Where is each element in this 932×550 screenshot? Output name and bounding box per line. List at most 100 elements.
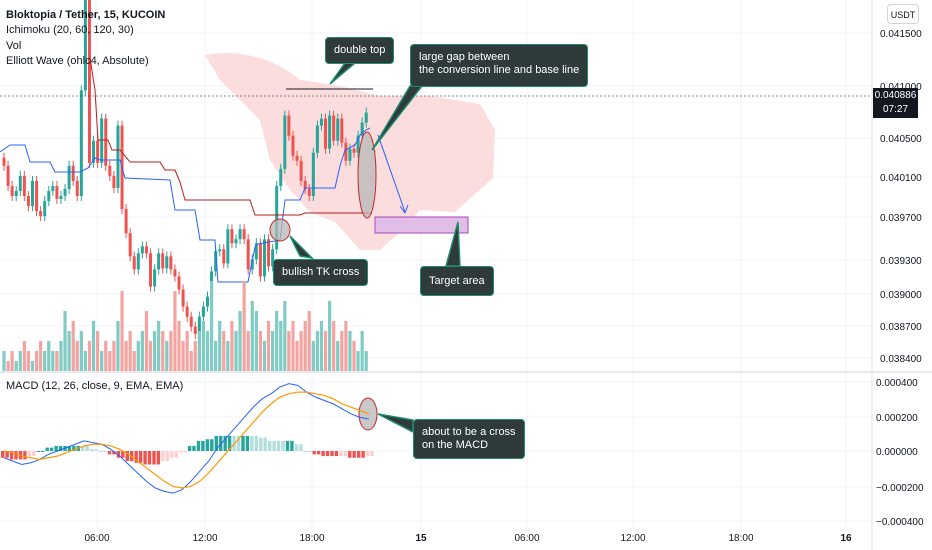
macd-histogram-bar: [174, 451, 178, 458]
volume-bar: [30, 361, 35, 371]
macd-histogram-bar: [179, 451, 183, 453]
candle-body: [246, 239, 250, 270]
volume-bar: [250, 301, 254, 371]
candle-body: [328, 115, 332, 149]
last-price-value: 0.040886: [874, 90, 917, 101]
callout-bullish-tk[interactable]: bullish TK cross: [273, 259, 369, 286]
volume-bar: [242, 281, 246, 371]
macd-histogram-bar: [45, 447, 49, 451]
volume-bar: [152, 331, 157, 371]
volume-bar: [14, 361, 18, 371]
volume-bar: [104, 341, 108, 371]
candle-body: [226, 229, 230, 264]
candle-body: [59, 196, 63, 200]
macd-histogram-bar: [121, 451, 125, 458]
candle-body: [14, 190, 18, 196]
volume-bar: [83, 351, 87, 371]
volume-bar: [258, 331, 263, 371]
projection-arrowhead: [399, 204, 409, 215]
macd-histogram-bar: [316, 451, 321, 455]
macd-histogram-bar: [138, 451, 143, 463]
volume-bar: [189, 351, 193, 371]
volume-bar: [299, 331, 303, 371]
last-price-tag: 0.040886 07:27: [873, 88, 918, 118]
callout-tails: [289, 62, 461, 434]
volume-bar: [197, 331, 201, 371]
legend-elliott-wave[interactable]: Elliott Wave (ohlc4, Absolute): [6, 55, 149, 67]
target-area-box[interactable]: [374, 216, 469, 234]
macd-histogram-bar: [161, 451, 165, 462]
price-tick-label: 0.040100: [880, 173, 922, 184]
currency-button[interactable]: USDT: [887, 4, 919, 24]
bar-countdown: 07:27: [882, 104, 909, 115]
macd-tick-label: −0.000200: [876, 483, 924, 494]
macd-histogram-bar: [348, 451, 352, 458]
candle-body: [344, 142, 348, 161]
macd-histogram-bar: [365, 451, 370, 457]
volume-bar: [291, 321, 295, 371]
candle-body: [356, 135, 360, 153]
macd-histogram-bar: [214, 435, 218, 451]
macd-histogram-bar: [143, 451, 147, 465]
candle-body: [26, 196, 30, 207]
macd-histogram-bar: [192, 445, 196, 451]
volume-bar: [47, 341, 51, 371]
price-tick-label: 0.038400: [880, 354, 922, 365]
volume-bar: [144, 311, 149, 371]
macd-histogram-bar: [32, 451, 36, 457]
legend-ichimoku[interactable]: Ichimoku (20, 60, 120, 30): [6, 24, 134, 36]
macd-histogram-bar: [227, 435, 232, 451]
callout-double-top[interactable]: double top: [325, 37, 395, 64]
callout-macd-cross[interactable]: about to be a cross on the MACD: [413, 419, 525, 459]
candle-body: [271, 249, 275, 267]
volume-bar: [148, 341, 153, 371]
legend-volume[interactable]: Vol: [6, 40, 22, 52]
candle-body: [258, 243, 262, 277]
macd-histogram-bar: [183, 451, 187, 453]
candle-body: [185, 306, 189, 317]
candle-body: [287, 115, 291, 136]
volume-bar: [124, 341, 128, 371]
candle-body: [153, 269, 157, 287]
time-axis-labels: 06:00 12:00 18:00 15 06:00 12:00 18:00 16: [84, 533, 852, 544]
candle-body: [100, 118, 104, 163]
volume-bar: [230, 321, 234, 371]
volume-bar: [157, 321, 161, 371]
volume-bar: [307, 311, 311, 371]
candle-body: [242, 229, 246, 240]
macd-histogram-bar: [223, 435, 227, 451]
callout-large-gap[interactable]: large gap between the conversion line an…: [410, 44, 589, 87]
candle-body: [63, 188, 67, 196]
gap-ellipse: [357, 131, 377, 219]
candle-body: [177, 276, 181, 290]
candle-body: [136, 253, 140, 270]
time-tick-label: 18:00: [299, 533, 324, 544]
macd-histogram-bar: [54, 445, 58, 451]
macd-histogram-bar: [103, 451, 107, 452]
volume-bar: [2, 351, 6, 371]
candle-body: [319, 118, 323, 126]
volume-bar: [218, 321, 222, 371]
macd-histogram-bar: [147, 451, 152, 465]
macd-histogram-bar: [303, 451, 307, 452]
macd-histogram-bar: [201, 440, 205, 451]
legend-macd[interactable]: MACD (12, 26, close, 9, EMA, EMA): [6, 380, 184, 392]
time-tick-label: 12:00: [192, 533, 217, 544]
callout-target-area[interactable]: Target area: [420, 266, 494, 296]
candle-body: [332, 115, 336, 141]
candle-body: [108, 165, 112, 176]
volume-bar: [311, 341, 315, 371]
volume-bar: [201, 321, 206, 371]
volume-bar: [173, 291, 177, 371]
candle-body: [67, 165, 71, 189]
candle-body: [206, 296, 209, 307]
volume-bar: [71, 321, 75, 371]
candle-body: [275, 185, 279, 250]
macd-histogram-bar: [85, 445, 89, 451]
macd-histogram-bar: [125, 451, 129, 462]
time-tick-label: 18:00: [728, 533, 753, 544]
candle-body: [43, 201, 47, 217]
volume-bar: [193, 341, 197, 371]
candle-body: [364, 112, 368, 123]
